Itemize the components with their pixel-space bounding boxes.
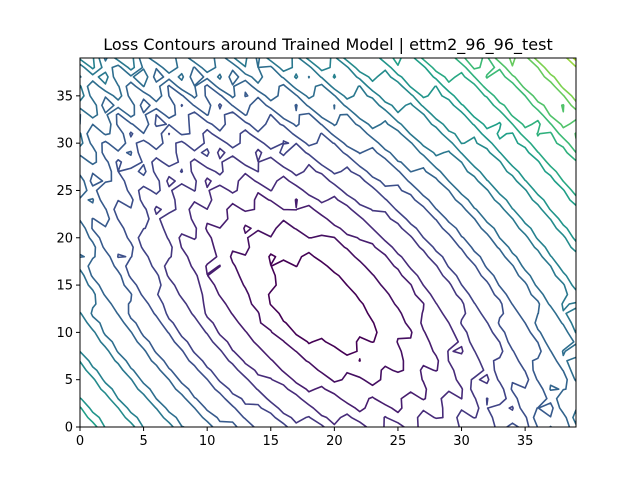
y-tick-label: 25 bbox=[56, 184, 73, 199]
x-tick-label: 35 bbox=[517, 434, 534, 449]
contour-level-line bbox=[113, 103, 530, 427]
x-axis-ticks: 0 5 10 15 20 25 30 35 bbox=[76, 427, 534, 449]
contour-level-line bbox=[267, 251, 378, 362]
contour-level-line bbox=[80, 58, 576, 427]
chart-title: Loss Contours around Trained Model | ett… bbox=[103, 35, 553, 55]
contour-level-line bbox=[89, 84, 554, 427]
contour-level-line bbox=[464, 58, 576, 154]
contour-lines bbox=[80, 58, 576, 427]
x-tick-label: 25 bbox=[390, 434, 407, 449]
contour-level-line bbox=[533, 58, 576, 103]
contour-level-line bbox=[565, 58, 576, 68]
y-tick-label: 15 bbox=[56, 279, 73, 294]
contour-level-line bbox=[508, 58, 576, 111]
y-tick-label: 0 bbox=[65, 421, 73, 436]
y-tick-label: 10 bbox=[56, 326, 73, 341]
y-axis-ticks: 0 5 10 15 20 25 30 35 bbox=[56, 89, 80, 436]
y-tick-label: 5 bbox=[65, 373, 73, 388]
contour-level-line bbox=[80, 58, 576, 427]
contour-level-line bbox=[80, 58, 576, 427]
x-tick-label: 30 bbox=[453, 434, 470, 449]
contour-level-line bbox=[153, 147, 490, 427]
contour-level-line bbox=[80, 58, 576, 427]
x-tick-label: 5 bbox=[139, 434, 147, 449]
x-tick-label: 10 bbox=[199, 434, 216, 449]
plot-frame bbox=[79, 57, 577, 428]
y-tick-label: 35 bbox=[56, 89, 73, 104]
contour-level-line bbox=[80, 58, 576, 427]
contour-level-line bbox=[420, 58, 576, 197]
contour-level-line bbox=[205, 192, 440, 414]
x-tick-label: 0 bbox=[76, 434, 84, 449]
contour-level-line bbox=[454, 58, 576, 162]
x-tick-label: 20 bbox=[326, 434, 343, 449]
y-tick-label: 30 bbox=[56, 137, 73, 152]
x-tick-label: 15 bbox=[262, 434, 279, 449]
contour-level-line bbox=[229, 219, 413, 387]
contour-level-line bbox=[178, 172, 464, 427]
y-tick-label: 20 bbox=[56, 231, 73, 246]
contour-level-line bbox=[137, 128, 514, 427]
contour-level-line bbox=[80, 66, 571, 427]
